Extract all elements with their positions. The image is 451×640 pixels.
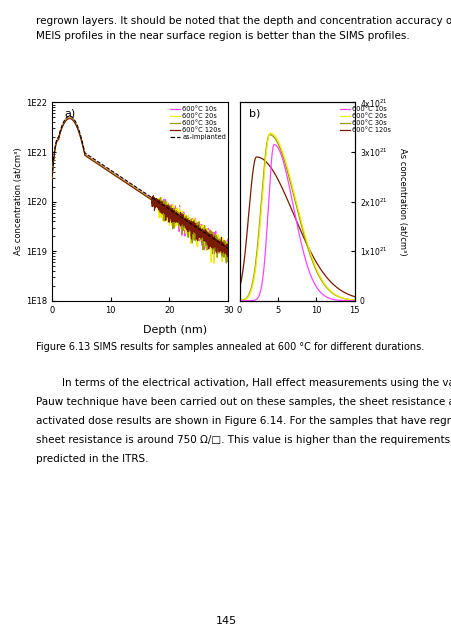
- Text: Figure 6.13 SIMS results for samples annealed at 600 °C for different durations.: Figure 6.13 SIMS results for samples ann…: [36, 342, 423, 353]
- Text: Depth (nm): Depth (nm): [142, 325, 206, 335]
- Legend: 600°C 10s, 600°C 20s, 600°C 30s, 600°C 120s, as-implanted: 600°C 10s, 600°C 20s, 600°C 30s, 600°C 1…: [169, 106, 226, 141]
- Y-axis label: As concentration (at/cm³): As concentration (at/cm³): [397, 148, 405, 255]
- Legend: 600°C 10s, 600°C 20s, 600°C 30s, 600°C 120s: 600°C 10s, 600°C 20s, 600°C 30s, 600°C 1…: [339, 106, 391, 134]
- Text: In terms of the electrical activation, Hall effect measurements using the van de: In terms of the electrical activation, H…: [36, 378, 451, 388]
- Y-axis label: As concentration (at/cm³): As concentration (at/cm³): [14, 148, 23, 255]
- Text: MEIS profiles in the near surface region is better than the SIMS profiles.: MEIS profiles in the near surface region…: [36, 31, 409, 41]
- Text: predicted in the ITRS.: predicted in the ITRS.: [36, 454, 148, 465]
- Text: sheet resistance is around 750 Ω/□. This value is higher than the requirements c: sheet resistance is around 750 Ω/□. This…: [36, 435, 451, 445]
- Text: activated dose results are shown in Figure 6.14. For the samples that have regro: activated dose results are shown in Figu…: [36, 416, 451, 426]
- Text: b): b): [248, 108, 260, 118]
- Text: Pauw technique have been carried out on these samples, the sheet resistance and: Pauw technique have been carried out on …: [36, 397, 451, 407]
- Text: a): a): [64, 108, 75, 118]
- Text: regrown layers. It should be noted that the depth and concentration accuracy of : regrown layers. It should be noted that …: [36, 16, 451, 26]
- Text: 145: 145: [215, 616, 236, 626]
